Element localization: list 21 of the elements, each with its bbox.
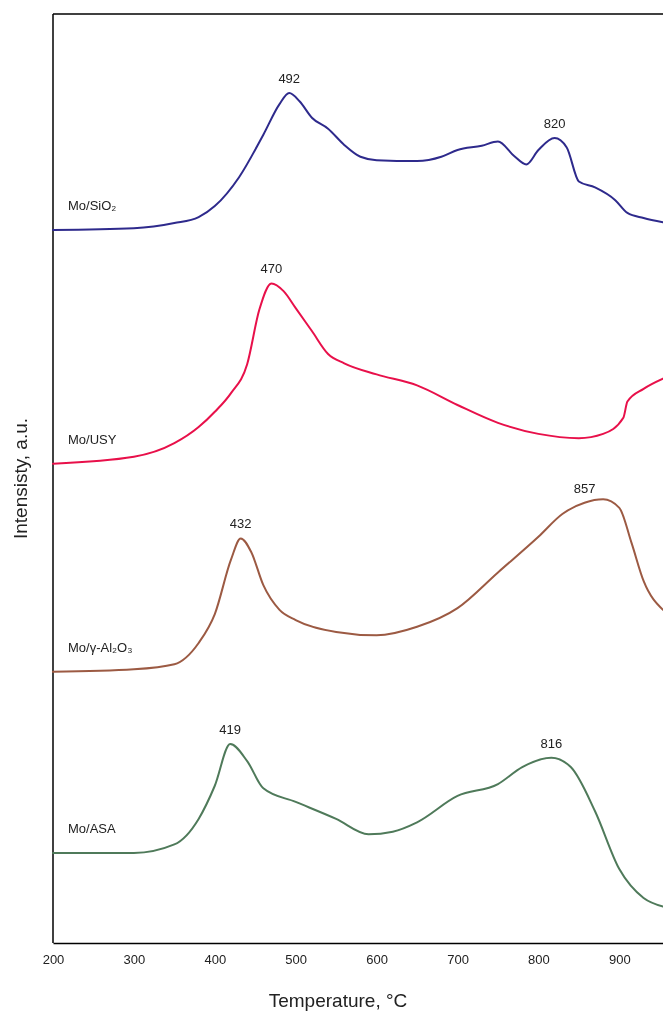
annotation: 419 (219, 722, 242, 738)
y-axis-title: Intensisty, a.u. (10, 417, 31, 540)
x-axis-title: Temperature, °C (268, 990, 408, 1011)
x-tick-label: 300 (123, 952, 146, 968)
annotation: 857 (573, 480, 596, 496)
x-tick-label: 600 (366, 952, 388, 968)
annotation: 492 (278, 71, 301, 87)
series-label: Mo/SiO₂ (68, 197, 117, 213)
x-tick-label: 200 (42, 952, 65, 968)
x-tick-label: 900 (608, 952, 631, 968)
x-tick-label: 800 (528, 952, 550, 968)
series-label: Mo/γ-Al₂O₃ (68, 639, 133, 655)
x-tick-label: 700 (447, 952, 469, 968)
annotation: 432 (229, 516, 252, 532)
annotation: 820 (543, 116, 566, 132)
series-label: Mo/USY (68, 431, 117, 447)
x-tick-label: 400 (204, 952, 227, 968)
series-label: Mo/ASA (68, 820, 117, 836)
x-tick-label: 500 (285, 952, 308, 968)
annotation: 470 (260, 261, 283, 277)
annotation: 816 (540, 735, 563, 751)
